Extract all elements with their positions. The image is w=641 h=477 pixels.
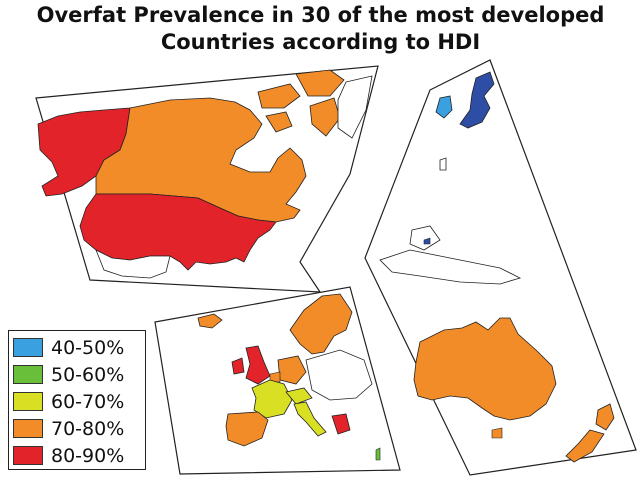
legend-label: 50-60% xyxy=(51,363,125,386)
legend-swatch xyxy=(13,419,43,438)
greece-region xyxy=(331,413,351,435)
legend-label: 60-70% xyxy=(51,390,125,413)
israel-region xyxy=(375,447,381,461)
legend-label: 40-50% xyxy=(51,336,125,359)
north-america-panel xyxy=(35,65,379,293)
arctic-island-1 xyxy=(257,83,301,109)
iberia-region xyxy=(225,411,269,447)
map-title: Overfat Prevalence in 30 of the most dev… xyxy=(0,2,641,56)
mexico-region xyxy=(95,249,171,279)
asia-oceania-panel xyxy=(364,59,637,476)
legend: 40-50% 50-60% 60-70% 70-80% 80-90% xyxy=(8,330,146,470)
brunei-region xyxy=(423,237,431,245)
taiwan-region xyxy=(439,157,447,171)
legend-label: 70-80% xyxy=(51,417,125,440)
ireland-region xyxy=(231,357,245,375)
legend-swatch xyxy=(13,365,43,384)
benelux-region xyxy=(269,371,281,383)
legend-swatch xyxy=(13,338,43,357)
south-korea-region xyxy=(435,95,453,119)
japan-region xyxy=(459,71,495,129)
southeast-asia-islands xyxy=(379,249,522,285)
iceland-region xyxy=(197,313,223,329)
legend-swatch xyxy=(13,446,43,465)
legend-item: 70-80% xyxy=(13,415,145,442)
legend-swatch xyxy=(13,392,43,411)
australia-region xyxy=(413,317,557,421)
borneo-region xyxy=(409,225,441,251)
greenland-region xyxy=(337,75,373,139)
france-region xyxy=(251,379,293,419)
legend-item: 60-70% xyxy=(13,388,145,415)
legend-item: 40-50% xyxy=(13,334,145,361)
scandinavia-region xyxy=(289,293,353,355)
tasmania-region xyxy=(491,427,503,439)
europe-panel xyxy=(154,286,401,475)
alps-region xyxy=(285,387,313,405)
new-zealand-north xyxy=(595,403,615,431)
legend-item: 50-60% xyxy=(13,361,145,388)
italy-region xyxy=(293,401,327,437)
title-line-2: Countries according to HDI xyxy=(160,30,481,54)
legend-item: 80-90% xyxy=(13,442,145,469)
new-zealand-south xyxy=(565,429,605,463)
legend-label: 80-90% xyxy=(51,444,125,467)
arctic-island-4 xyxy=(265,111,293,133)
arctic-island-2 xyxy=(295,69,345,97)
arctic-island-3 xyxy=(309,97,341,137)
title-line-1: Overfat Prevalence in 30 of the most dev… xyxy=(36,3,605,27)
uk-region xyxy=(245,345,271,385)
eastern-europe-region xyxy=(305,349,373,401)
